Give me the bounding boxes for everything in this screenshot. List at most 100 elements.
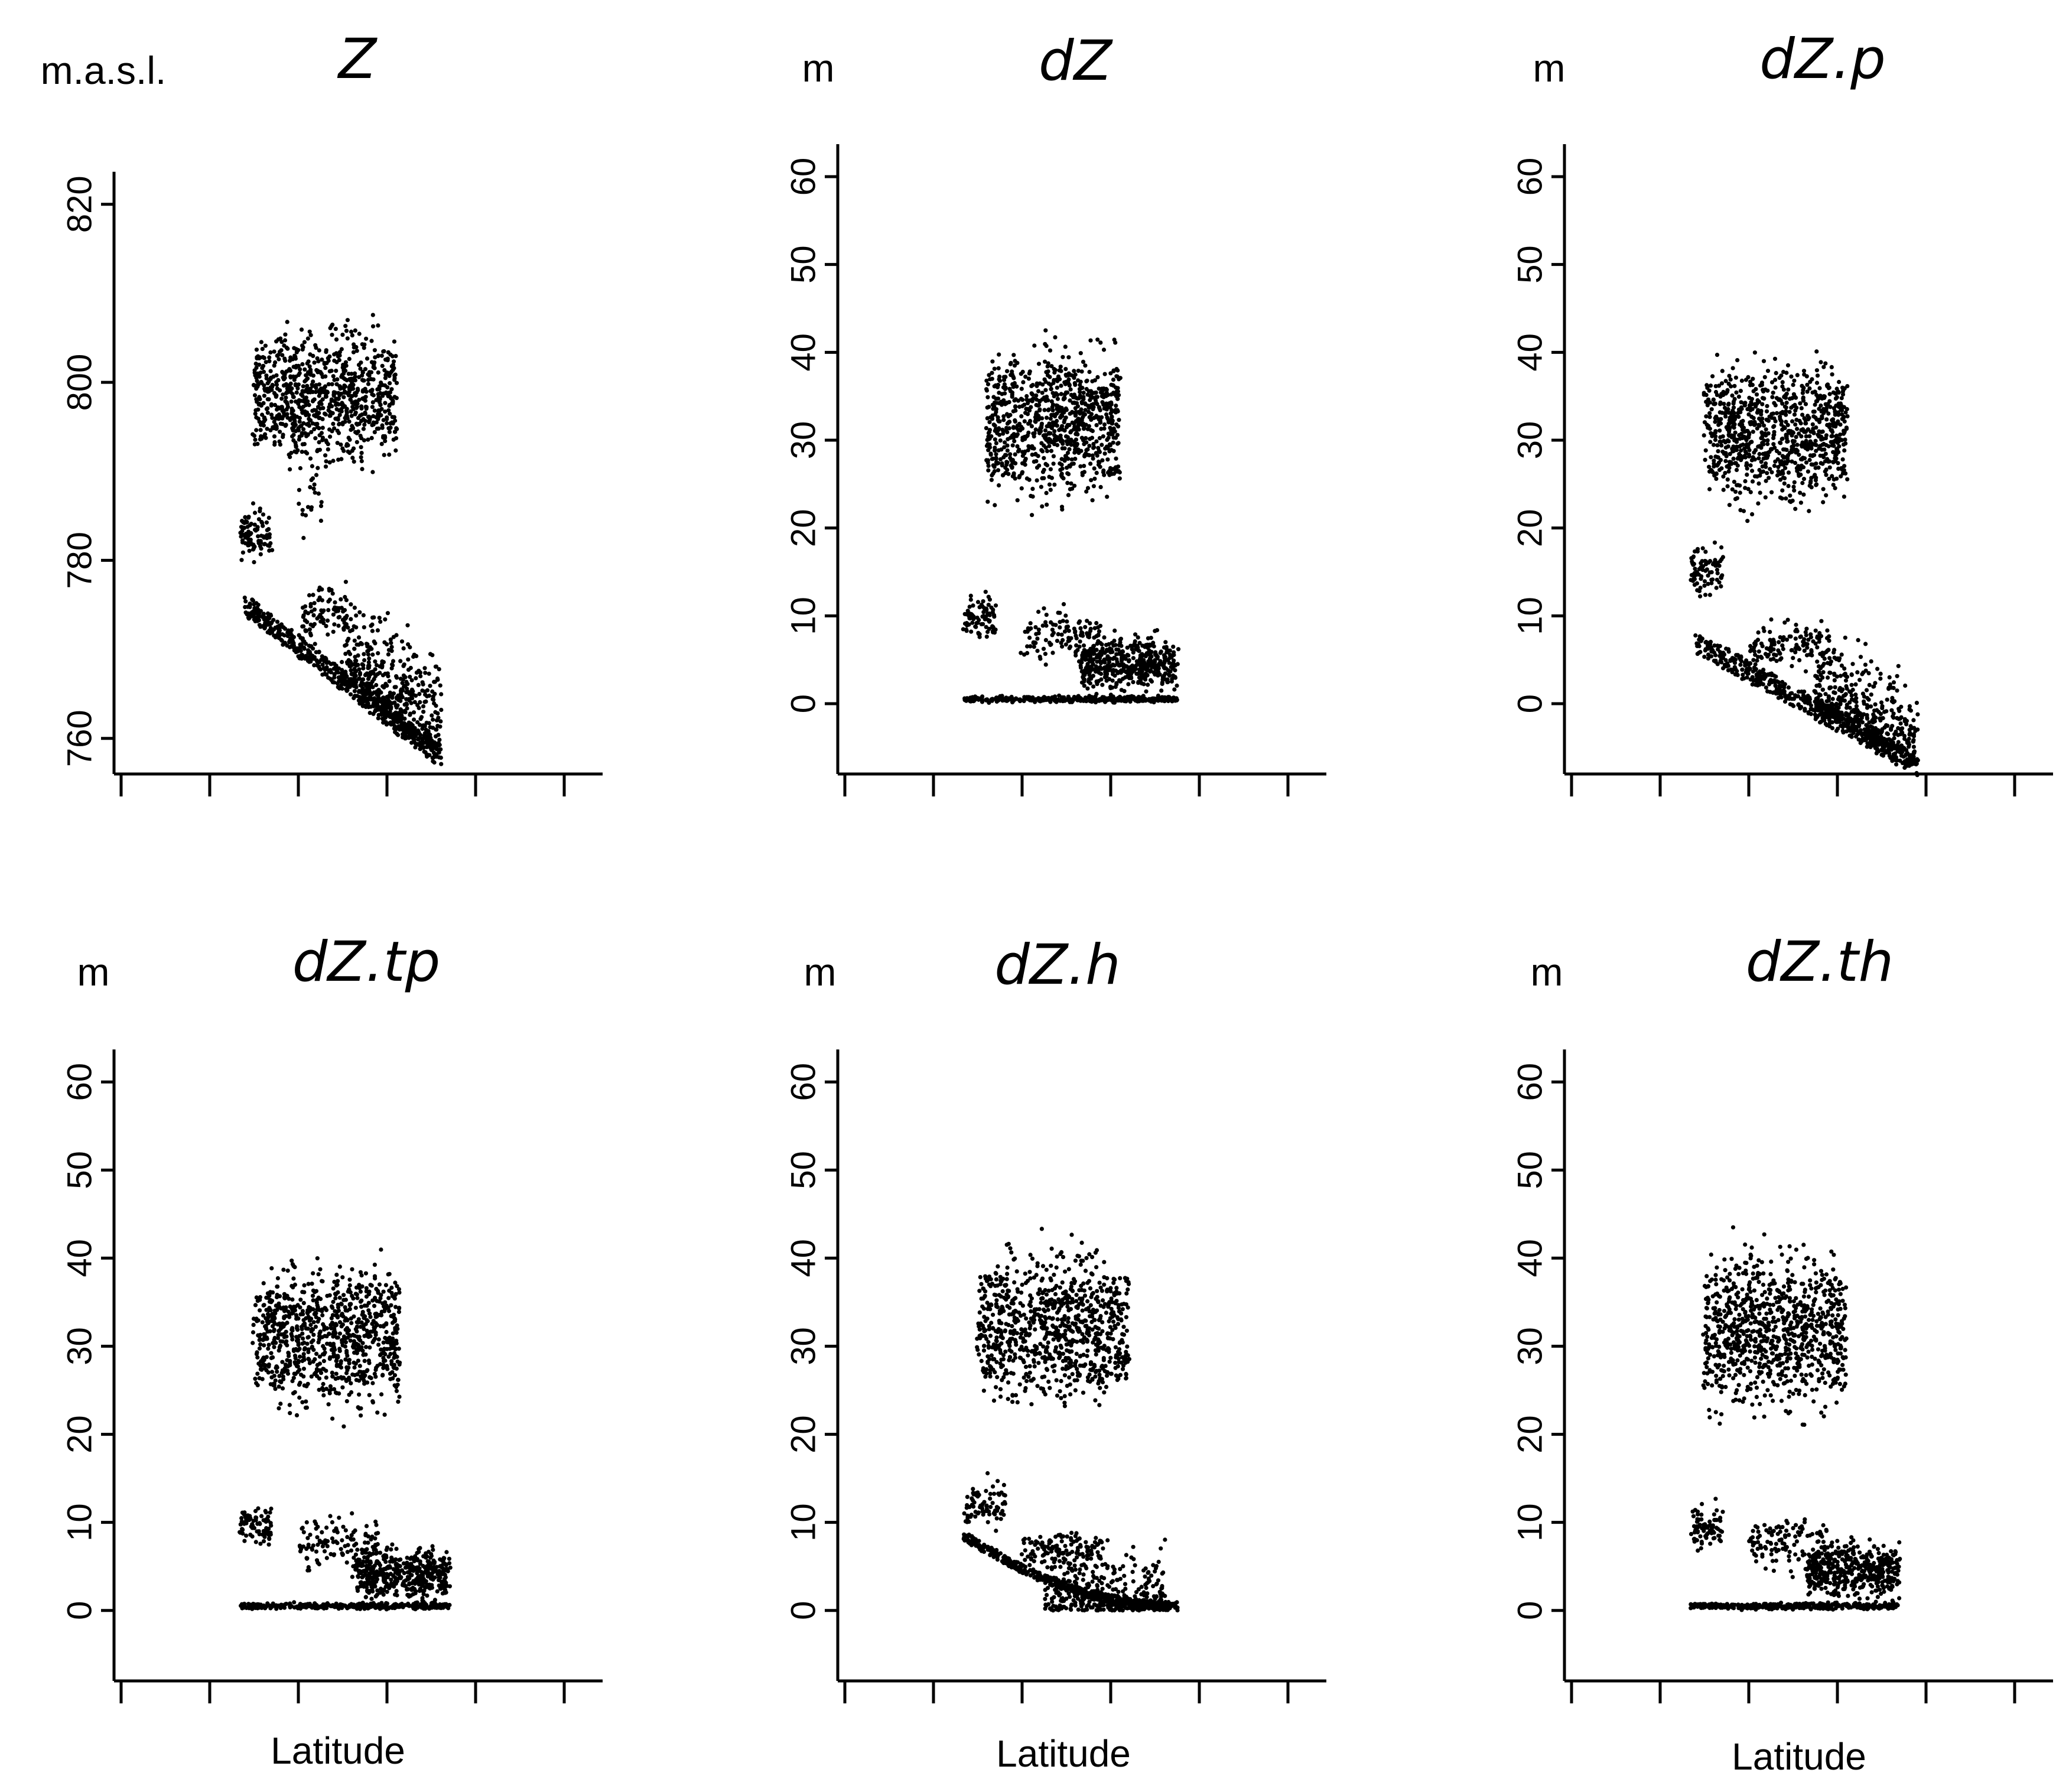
lidar-point	[1020, 470, 1025, 474]
lidar-point	[1726, 402, 1730, 407]
lidar-point	[352, 694, 357, 699]
lidar-point	[270, 415, 275, 420]
lidar-point	[1010, 443, 1015, 448]
lidar-point	[359, 682, 364, 687]
lidar-point	[1792, 412, 1797, 417]
lidar-point	[1027, 477, 1032, 482]
lidar-point	[1805, 382, 1810, 387]
lidar-point	[358, 366, 363, 371]
lidar-point	[308, 333, 313, 337]
lidar-point	[411, 710, 417, 715]
y-tick-label: 20	[1511, 509, 1550, 547]
lidar-point	[1042, 606, 1046, 611]
lidar-point	[1000, 463, 1004, 468]
lidar-point	[993, 603, 998, 608]
lidar-point	[326, 447, 330, 452]
lidar-point	[1707, 415, 1712, 419]
lidar-point	[360, 378, 365, 382]
lidar-point	[1042, 476, 1046, 480]
lidar-point	[391, 367, 395, 372]
lidar-point	[1845, 384, 1850, 389]
lidar-point	[363, 682, 369, 687]
lidar-point	[1703, 448, 1708, 453]
lidar-point	[346, 435, 351, 440]
lidar-point	[977, 635, 982, 639]
lidar-point	[274, 339, 279, 344]
y-unit-label: m	[1533, 46, 1566, 90]
lidar-point	[289, 644, 294, 649]
lidar-point	[1078, 411, 1082, 416]
lidar-point	[1831, 450, 1836, 454]
lidar-point	[369, 646, 374, 651]
lidar-point	[280, 422, 285, 427]
lidar-point	[340, 659, 344, 665]
lidar-point	[265, 427, 269, 431]
lidar-point	[366, 437, 370, 442]
lidar-point	[320, 397, 325, 402]
lidar-point	[333, 327, 338, 331]
lidar-point	[1009, 463, 1013, 468]
lidar-point	[256, 534, 261, 539]
lidar-point	[363, 418, 368, 424]
lidar-point	[1707, 411, 1712, 416]
lidar-point	[328, 434, 333, 439]
lidar-point	[1092, 626, 1097, 630]
lidar-point	[1758, 383, 1763, 388]
lidar-point	[1801, 477, 1807, 482]
lidar-point	[1107, 642, 1111, 646]
lidar-point	[1813, 473, 1817, 477]
lidar-point	[1792, 480, 1797, 484]
lidar-point	[373, 704, 378, 708]
lidar-point	[1713, 384, 1718, 389]
lidar-point	[1060, 466, 1065, 471]
lidar-point	[365, 356, 370, 361]
lidar-point	[291, 438, 296, 443]
lidar-point	[1034, 478, 1039, 483]
lidar-point	[1043, 652, 1047, 656]
lidar-point	[1042, 456, 1046, 460]
lidar-point	[1099, 443, 1104, 447]
lidar-point	[1062, 458, 1067, 463]
lidar-point	[1814, 461, 1818, 466]
lidar-point	[1707, 464, 1712, 469]
lidar-point	[1704, 399, 1709, 404]
lidar-point	[324, 350, 328, 355]
lidar-point	[438, 724, 443, 729]
y-tick-label: 30	[785, 421, 823, 460]
lidar-point	[272, 363, 276, 368]
y-tick-label: 800	[61, 354, 99, 411]
lidar-point	[1026, 448, 1030, 453]
lidar-point	[1175, 683, 1179, 688]
lidar-point	[1155, 656, 1160, 661]
lidar-point	[1793, 506, 1798, 511]
lidar-point	[1058, 365, 1063, 369]
lidar-point	[280, 408, 285, 414]
lidar-point	[260, 347, 265, 352]
lidar-point	[1114, 456, 1118, 461]
lidar-point	[374, 415, 379, 419]
lidar-point	[985, 437, 990, 443]
lidar-point	[372, 690, 376, 695]
lidar-point	[287, 383, 292, 388]
lidar-point	[360, 662, 365, 666]
lidar-point	[1033, 419, 1038, 424]
lidar-point	[344, 443, 349, 448]
lidar-point	[1009, 360, 1013, 365]
lidar-point	[1815, 373, 1820, 378]
lidar-point	[391, 659, 396, 664]
lidar-point	[352, 624, 356, 629]
lidar-point	[261, 523, 265, 528]
lidar-point	[285, 320, 289, 324]
lidar-point	[1090, 453, 1095, 458]
lidar-point	[1748, 404, 1752, 409]
lidar-point	[1086, 677, 1091, 682]
lidar-point	[304, 653, 308, 658]
lidar-point	[377, 400, 382, 405]
lidar-point	[1750, 382, 1755, 388]
lidar-point	[1085, 686, 1090, 691]
lidar-point	[1843, 437, 1847, 442]
lidar-point	[1140, 675, 1144, 680]
lidar-point	[1813, 438, 1818, 443]
lidar-point	[1798, 500, 1803, 505]
lidar-point	[1830, 372, 1834, 377]
